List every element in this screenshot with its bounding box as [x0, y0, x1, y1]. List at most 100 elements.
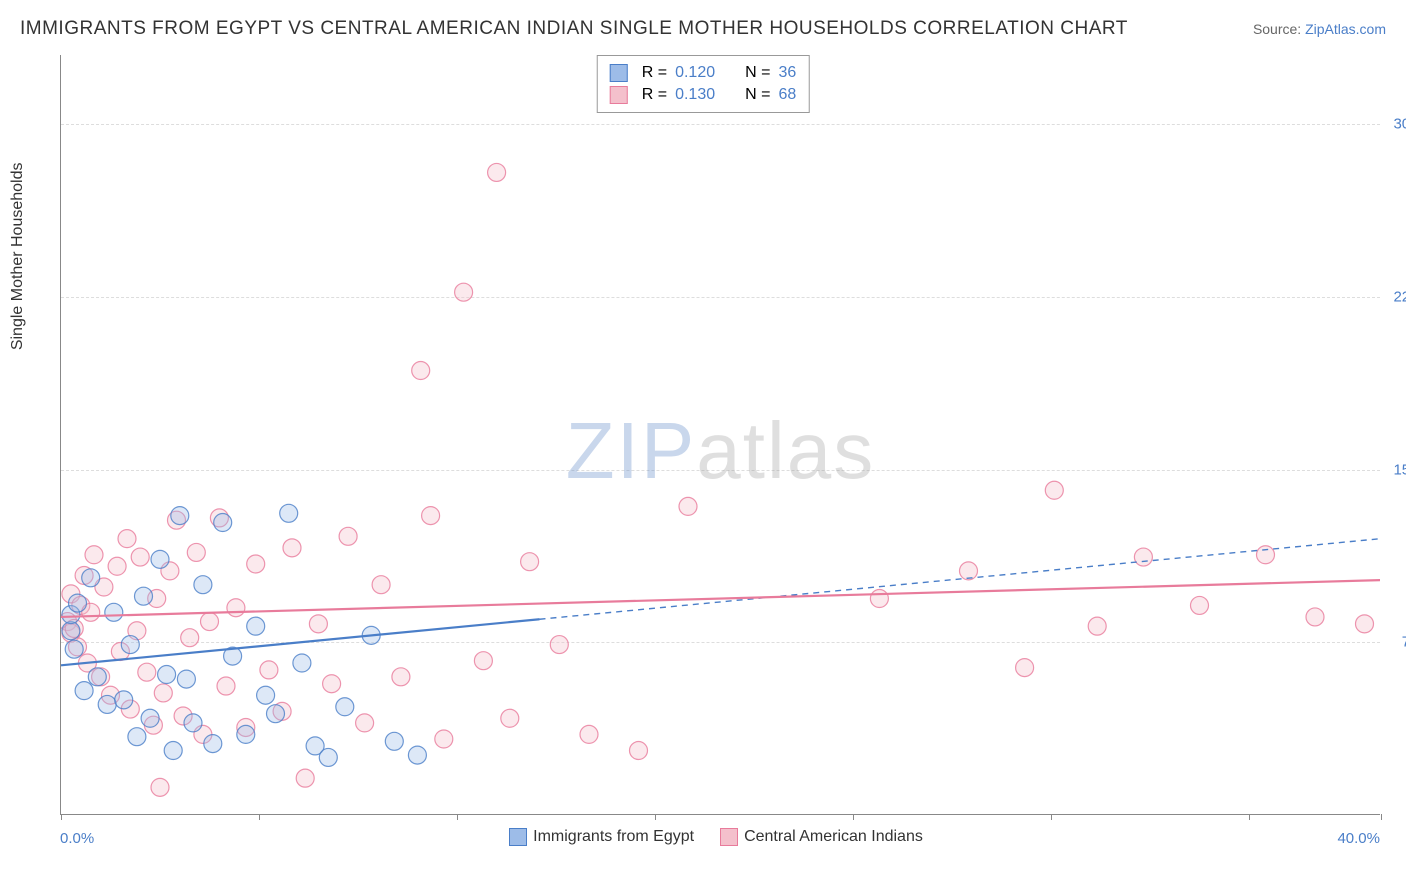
- data-point-egypt: [267, 705, 285, 723]
- stats-row-egypt: R =0.120N =36: [610, 62, 797, 84]
- data-point-cai: [1191, 596, 1209, 614]
- chart-title: IMMIGRANTS FROM EGYPT VS CENTRAL AMERICA…: [20, 18, 1128, 40]
- x-tick: [61, 814, 62, 820]
- y-axis-title: Single Mother Households: [9, 162, 27, 350]
- data-point-egypt: [385, 732, 403, 750]
- data-point-cai: [455, 283, 473, 301]
- data-point-cai: [372, 576, 390, 594]
- y-tick-label: 7.5%: [1402, 634, 1406, 651]
- data-point-egypt: [158, 666, 176, 684]
- data-point-egypt: [293, 654, 311, 672]
- data-point-cai: [550, 636, 568, 654]
- x-tick: [655, 814, 656, 820]
- data-point-cai: [260, 661, 278, 679]
- data-point-egypt: [171, 507, 189, 525]
- data-point-cai: [247, 555, 265, 573]
- data-point-egypt: [121, 636, 139, 654]
- series-legend: Immigrants from Egypt Central American In…: [0, 828, 1406, 846]
- y-tick-label: 15.0%: [1393, 461, 1406, 478]
- data-point-cai: [154, 684, 172, 702]
- source-prefix: Source:: [1253, 21, 1305, 37]
- data-point-cai: [392, 668, 410, 686]
- data-point-egypt: [105, 603, 123, 621]
- data-point-cai: [1257, 546, 1275, 564]
- x-tick: [457, 814, 458, 820]
- data-point-cai: [521, 553, 539, 571]
- data-point-cai: [296, 769, 314, 787]
- y-tick-label: 30.0%: [1393, 116, 1406, 133]
- data-point-cai: [1134, 548, 1152, 566]
- data-point-cai: [356, 714, 374, 732]
- data-point-cai: [1045, 481, 1063, 499]
- data-point-egypt: [204, 735, 222, 753]
- data-point-egypt: [69, 594, 87, 612]
- data-point-cai: [138, 663, 156, 681]
- x-tick: [1381, 814, 1382, 820]
- data-point-cai: [1356, 615, 1374, 633]
- x-tick: [1249, 814, 1250, 820]
- data-point-cai: [118, 530, 136, 548]
- data-point-cai: [227, 599, 245, 617]
- data-point-cai: [870, 590, 888, 608]
- data-point-egypt: [408, 746, 426, 764]
- data-point-egypt: [184, 714, 202, 732]
- swatch-egypt: [610, 64, 628, 82]
- trendline-cai: [61, 580, 1380, 617]
- data-point-cai: [679, 497, 697, 515]
- x-tick: [259, 814, 260, 820]
- data-point-cai: [201, 613, 219, 631]
- data-point-cai: [151, 778, 169, 796]
- data-point-cai: [1016, 659, 1034, 677]
- data-point-egypt: [135, 587, 153, 605]
- data-point-egypt: [128, 728, 146, 746]
- data-point-egypt: [75, 682, 93, 700]
- legend-label-egypt: Immigrants from Egypt: [533, 828, 694, 845]
- data-point-egypt: [280, 504, 298, 522]
- data-point-egypt: [319, 748, 337, 766]
- r-value: 0.130: [675, 86, 715, 104]
- data-point-egypt: [82, 569, 100, 587]
- data-point-egypt: [88, 668, 106, 686]
- n-value: 68: [778, 86, 796, 104]
- legend-label-cai: Central American Indians: [744, 828, 923, 845]
- source-link[interactable]: ZipAtlas.com: [1305, 21, 1386, 37]
- data-point-cai: [412, 362, 430, 380]
- x-tick: [853, 814, 854, 820]
- stats-row-cai: R = 0.130 N = 68: [610, 84, 797, 106]
- data-point-cai: [217, 677, 235, 695]
- stats-legend: R =0.120N =36R =0.130N =68: [597, 55, 810, 113]
- r-value: 0.120: [675, 64, 715, 82]
- y-tick-label: 22.5%: [1393, 288, 1406, 305]
- data-point-egypt: [115, 691, 133, 709]
- data-point-cai: [580, 725, 598, 743]
- data-point-cai: [339, 527, 357, 545]
- data-point-egypt: [336, 698, 354, 716]
- data-point-cai: [85, 546, 103, 564]
- data-point-cai: [181, 629, 199, 647]
- data-point-cai: [960, 562, 978, 580]
- data-point-egypt: [98, 695, 116, 713]
- legend-swatch-cai: [720, 828, 738, 846]
- data-point-cai: [187, 543, 205, 561]
- data-point-cai: [323, 675, 341, 693]
- data-point-egypt: [62, 622, 80, 640]
- data-point-cai: [422, 507, 440, 525]
- legend-swatch-egypt: [509, 828, 527, 846]
- trendline-ext-egypt: [540, 539, 1381, 620]
- r-label: R =: [642, 86, 667, 104]
- n-label: N =: [745, 64, 770, 82]
- data-point-cai: [501, 709, 519, 727]
- n-label: N =: [745, 86, 770, 104]
- data-point-cai: [435, 730, 453, 748]
- swatch-cai: [610, 86, 628, 104]
- data-point-egypt: [237, 725, 255, 743]
- data-point-cai: [1306, 608, 1324, 626]
- data-point-egypt: [65, 640, 83, 658]
- data-point-cai: [630, 742, 648, 760]
- data-point-cai: [474, 652, 492, 670]
- data-point-egypt: [151, 550, 169, 568]
- data-point-egypt: [194, 576, 212, 594]
- data-point-cai: [309, 615, 327, 633]
- data-point-egypt: [247, 617, 265, 635]
- chart-svg: [61, 55, 1380, 814]
